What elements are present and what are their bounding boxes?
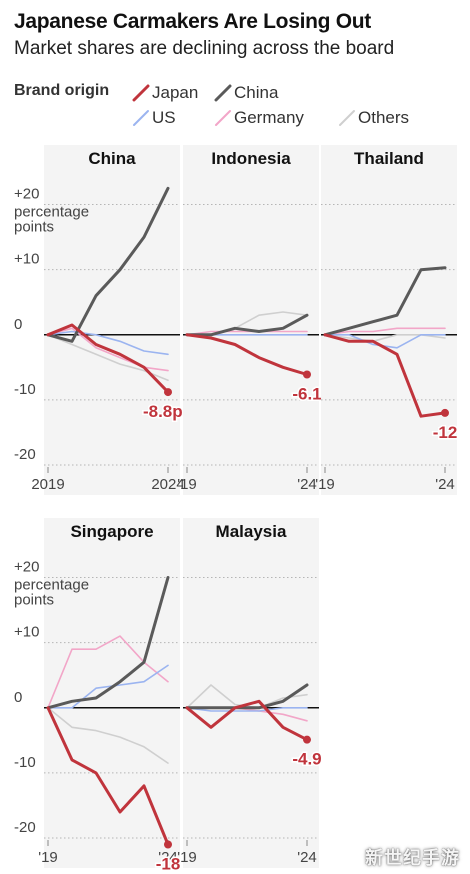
panel-title: Thailand xyxy=(354,149,424,168)
series-line-china xyxy=(46,576,170,710)
legend-label-china: China xyxy=(234,83,279,102)
panel-background xyxy=(321,145,457,495)
y-tick-label: -20 xyxy=(14,446,36,463)
x-tick-label: '24 xyxy=(297,849,317,866)
x-tick-label: 2024 xyxy=(151,476,184,493)
legend-swatch-us xyxy=(133,110,149,126)
y-tick-label: -20 xyxy=(14,819,36,836)
series-line-japan xyxy=(323,333,447,418)
x-tick-label: '19 xyxy=(315,476,335,493)
panel-title: Indonesia xyxy=(211,149,291,168)
x-tick-label: '24 xyxy=(297,476,317,493)
series-line-japan xyxy=(185,699,309,742)
japan-end-point xyxy=(303,735,311,744)
legend-label-germany: Germany xyxy=(234,108,304,127)
legend-label-others: Others xyxy=(358,108,410,127)
series-line-germany xyxy=(186,330,308,336)
panel-title: Singapore xyxy=(70,522,153,541)
legend-swatch-china xyxy=(214,84,232,102)
series-line-us xyxy=(186,706,308,712)
series-line-china xyxy=(323,266,447,337)
japan-end-label: -12 xyxy=(433,423,458,442)
y-axis-unit-label: points xyxy=(14,592,54,609)
series-line-china xyxy=(185,683,309,710)
x-tick-label: '19 xyxy=(177,476,197,493)
japan-end-label: -18 xyxy=(156,855,181,874)
legend-swatch-japan xyxy=(132,84,150,102)
panel-background xyxy=(44,518,180,868)
legend-title: Brand origin xyxy=(14,82,110,99)
japan-end-point xyxy=(303,370,311,379)
x-tick-label: '24 xyxy=(435,476,455,493)
y-axis-unit-label: points xyxy=(14,219,54,236)
chart-title: Japanese Carmakers Are Losing Out xyxy=(14,10,371,33)
x-tick-label: '19 xyxy=(177,849,197,866)
y-tick-label: -10 xyxy=(14,381,36,398)
japan-end-point xyxy=(164,388,172,397)
watermark: 新世纪手游 xyxy=(365,848,460,868)
legend-swatch-others xyxy=(339,110,355,126)
panel-indonesia: Indonesia '19 '24 -6.1 xyxy=(177,145,323,495)
x-tick-label: '19 xyxy=(38,849,58,866)
series-line-us xyxy=(47,664,169,709)
japan-end-label: -8.8pp xyxy=(143,402,193,421)
y-tick-label: +20 xyxy=(14,186,39,203)
series-line-germany xyxy=(47,327,169,372)
legend-label-japan: Japan xyxy=(152,83,199,102)
japan-end-point xyxy=(164,840,172,849)
panel-thailand: Thailand '19 '24 -12 xyxy=(315,145,459,495)
y-tick-label: 0 xyxy=(14,316,22,333)
x-tick-label: 2019 xyxy=(31,476,64,493)
panel-title: China xyxy=(88,149,136,168)
series-line-us xyxy=(47,330,169,356)
y-axis-unit-label: percentage xyxy=(14,204,89,221)
y-tick-label: +20 xyxy=(14,559,39,576)
legend: Brand origin Japan China US Germany Othe… xyxy=(14,80,464,132)
japan-end-label: -4.9 xyxy=(292,750,321,769)
y-tick-label: +10 xyxy=(14,251,39,268)
chart-subtitle: Market shares are declining across the b… xyxy=(14,38,395,59)
y-axis-unit-label: percentage xyxy=(14,577,89,594)
japan-end-label: -6.1 xyxy=(292,384,321,403)
japan-end-point xyxy=(441,408,449,417)
series-line-china xyxy=(185,313,309,337)
panel-title: Malaysia xyxy=(216,522,287,541)
series-line-japan xyxy=(46,706,170,846)
series-line-japan xyxy=(46,323,170,394)
panel-malaysia: Malaysia '19 '24 -4.9 xyxy=(177,518,323,868)
series-line-japan xyxy=(185,333,309,376)
series-line-china xyxy=(46,186,170,343)
legend-swatch-germany xyxy=(215,110,231,126)
legend-label-us: US xyxy=(152,108,176,127)
series-line-germany xyxy=(324,327,446,336)
panel-background xyxy=(44,145,180,495)
y-tick-label: -10 xyxy=(14,754,36,771)
y-tick-label: 0 xyxy=(14,689,22,706)
series-line-others xyxy=(47,706,169,764)
series-line-germany xyxy=(47,635,169,709)
y-tick-label: +10 xyxy=(14,624,39,641)
x-tick-label: '24 xyxy=(158,849,178,866)
